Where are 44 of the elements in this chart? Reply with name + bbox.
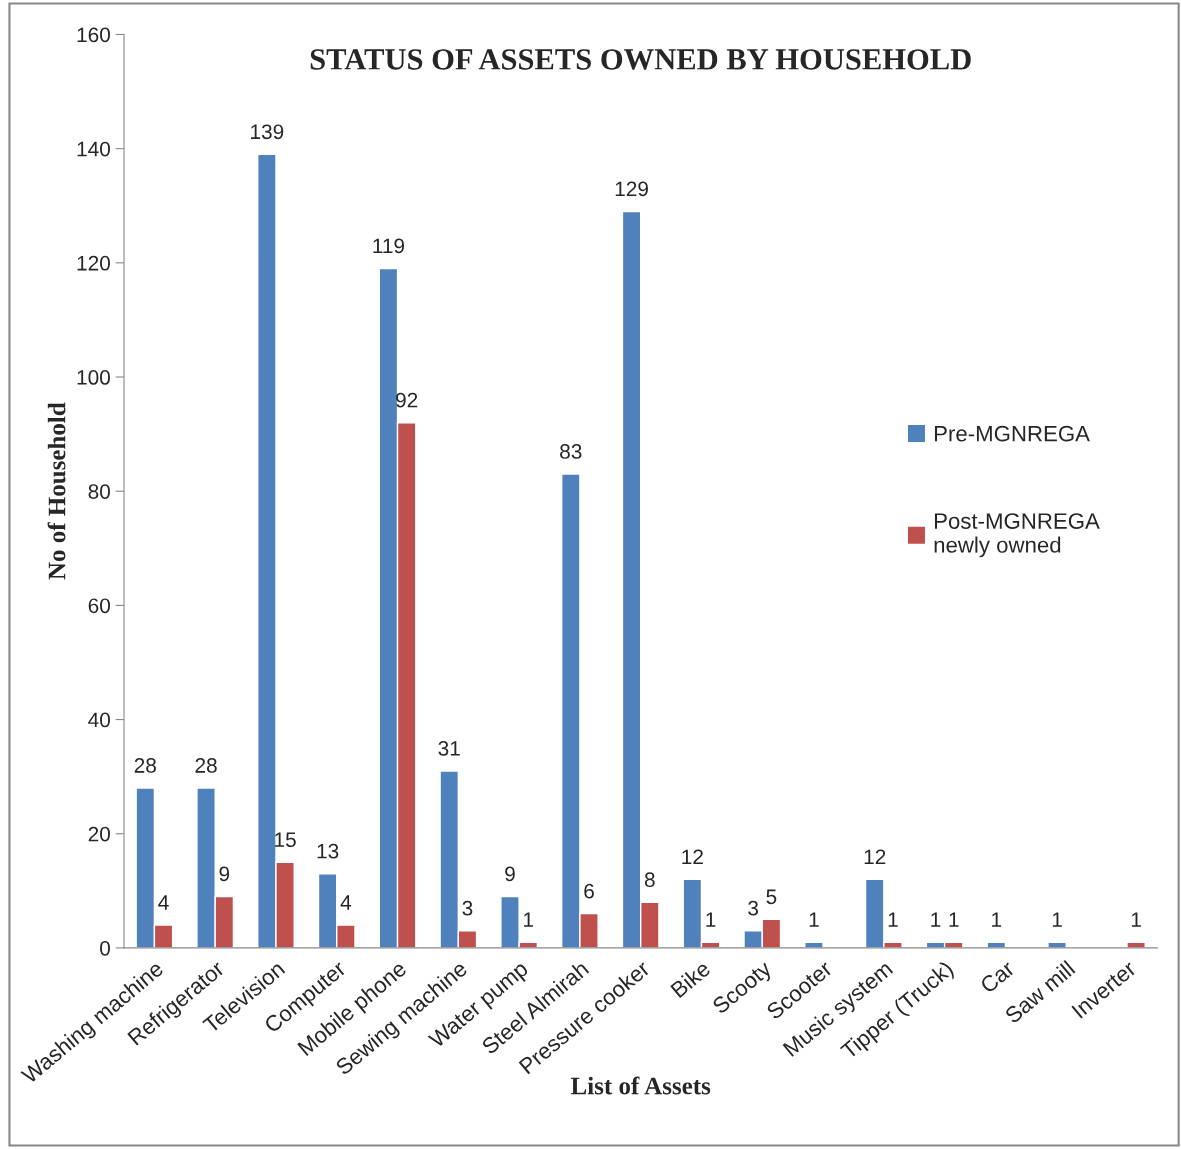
data-label: 13 bbox=[317, 843, 339, 859]
data-label: 139 bbox=[251, 124, 284, 140]
y-tick-label: 0 bbox=[100, 940, 110, 956]
data-label: 3 bbox=[748, 900, 759, 916]
data-label: 1 bbox=[524, 912, 534, 927]
data-label: 1 bbox=[809, 912, 819, 927]
data-label: 5 bbox=[766, 889, 777, 905]
data-label: 1 bbox=[1052, 912, 1062, 927]
data-label: 12 bbox=[864, 849, 886, 864]
data-label: 1 bbox=[992, 912, 1002, 927]
data-label: 1 bbox=[1131, 912, 1141, 927]
y-tick-label: 20 bbox=[88, 826, 110, 842]
data-label: 4 bbox=[340, 895, 352, 910]
data-label: 12 bbox=[682, 849, 703, 864]
data-label: 1 bbox=[949, 912, 959, 927]
data-label: 28 bbox=[134, 758, 156, 773]
data-label: 6 bbox=[584, 883, 594, 899]
data-label: 28 bbox=[195, 758, 217, 773]
y-axis-title: No of Household bbox=[47, 402, 66, 580]
data-label: 15 bbox=[275, 832, 296, 848]
y-tick-label: 40 bbox=[88, 712, 110, 728]
data-label: 3 bbox=[462, 900, 473, 916]
data-label: 9 bbox=[505, 866, 515, 882]
y-tick-label: 80 bbox=[88, 484, 110, 499]
y-tick-label: 120 bbox=[77, 255, 110, 271]
data-label: 129 bbox=[615, 181, 648, 197]
y-tick-label: 140 bbox=[77, 141, 110, 157]
data-label: 83 bbox=[560, 444, 582, 459]
x-tick-label: Bike bbox=[669, 959, 712, 999]
chart-title: STATUS OF ASSETS OWNED BY HOUSEHOLD bbox=[310, 49, 971, 70]
data-label: 119 bbox=[373, 238, 405, 254]
data-label: 8 bbox=[644, 872, 655, 888]
legend-label: Post-MGNREGA newly owned bbox=[934, 513, 1100, 558]
x-axis-title: List of Assets bbox=[570, 1076, 711, 1095]
y-tick-label: 60 bbox=[88, 598, 110, 614]
y-tick-label: 160 bbox=[77, 27, 110, 43]
y-tick-label: 100 bbox=[77, 370, 110, 385]
data-label: 1 bbox=[931, 912, 941, 927]
data-label: 1 bbox=[888, 912, 898, 927]
data-label: 9 bbox=[219, 866, 230, 882]
data-label: 4 bbox=[158, 895, 169, 910]
data-label: 1 bbox=[706, 912, 716, 927]
legend-label: Pre-MGNREGA bbox=[934, 425, 1090, 442]
data-label: 31 bbox=[438, 740, 460, 756]
